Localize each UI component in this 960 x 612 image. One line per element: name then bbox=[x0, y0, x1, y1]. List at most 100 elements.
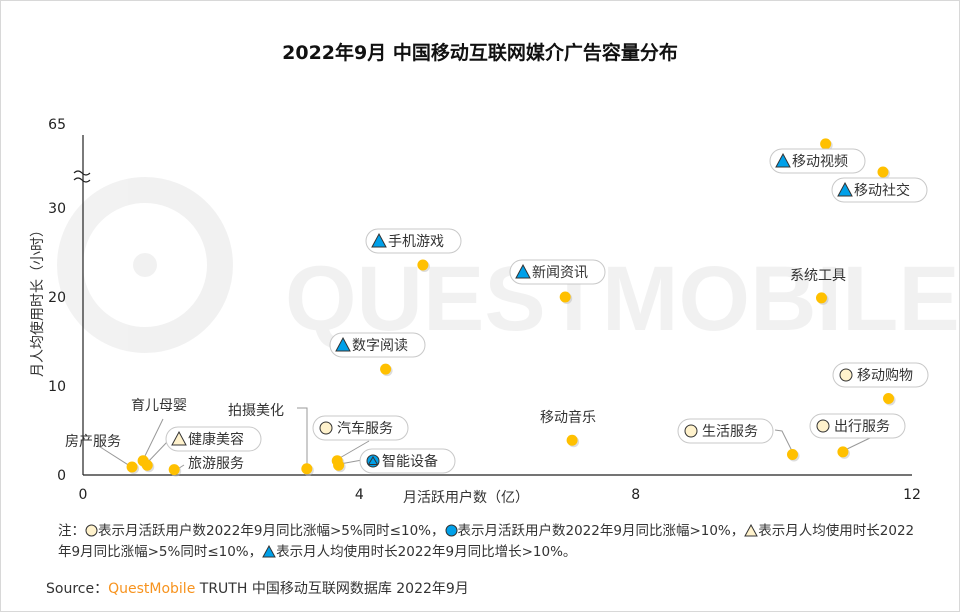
source-line: Source：QuestMobile TRUTH 中国移动互联网数据库 2022… bbox=[46, 578, 469, 598]
data-point bbox=[301, 463, 313, 475]
note-prefix: 注： bbox=[58, 523, 85, 539]
point-label-text: 拍摄美化 bbox=[228, 403, 284, 419]
y-tick-label: 10 bbox=[48, 379, 66, 395]
circle-beige-icon bbox=[839, 368, 853, 382]
label-pill bbox=[832, 362, 929, 388]
point-label: 新闻资讯 bbox=[509, 259, 606, 285]
data-point bbox=[559, 291, 571, 303]
label-pill bbox=[677, 418, 774, 444]
data-point bbox=[816, 292, 828, 304]
leader-line bbox=[142, 418, 164, 461]
point-label-text: 汽车服务 bbox=[337, 420, 393, 437]
point-label-text: 旅游服务 bbox=[188, 456, 244, 472]
label-pill bbox=[831, 177, 928, 203]
circle-beige-icon bbox=[319, 421, 333, 435]
data-point bbox=[883, 392, 895, 404]
point-label-text: 数字阅读 bbox=[352, 337, 408, 354]
leader-line bbox=[146, 440, 169, 464]
point-label: 移动社交 bbox=[831, 177, 928, 203]
data-point bbox=[566, 434, 578, 446]
triangle-beige-icon bbox=[744, 524, 759, 537]
note-triangle-beige: 表示月人均使用时长2022年9月同比涨幅>5%同时≤10%， bbox=[58, 523, 915, 560]
leader-line bbox=[844, 437, 871, 451]
data-point bbox=[380, 363, 392, 375]
triangle-icon bbox=[367, 456, 379, 465]
triangle-blue-icon bbox=[775, 152, 791, 168]
chart-title: 2022年9月 中国移动互联网媒介广告容量分布 bbox=[282, 42, 678, 64]
point-label-text: 移动社交 bbox=[854, 182, 910, 199]
label-pill bbox=[165, 426, 262, 452]
note-circle-blue: 表示月活跃用户数2022年9月同比涨幅>10%， bbox=[457, 523, 745, 539]
triangle-blue-icon bbox=[371, 232, 387, 248]
circle-beige-icon bbox=[816, 419, 830, 433]
source-text: TRUTH 中国移动互联网数据库 2022年9月 bbox=[195, 581, 469, 597]
point-label-text: 育儿母婴 bbox=[131, 398, 187, 414]
y-axis-label: 月人均使用时长（小时） bbox=[29, 223, 46, 377]
legend-note: 注： 表示月活跃用户数2022年9月同比涨幅>5%同时≤10%， 表示月活跃用户数2… bbox=[58, 521, 918, 563]
label-pill bbox=[329, 332, 426, 358]
point-label-text: 移动购物 bbox=[857, 368, 913, 384]
triangle-blue-icon bbox=[515, 263, 531, 279]
point-label: 移动购物 bbox=[832, 362, 929, 388]
leader-line bbox=[774, 429, 794, 454]
circle-beige-icon bbox=[684, 424, 698, 438]
label-pill bbox=[809, 413, 906, 439]
y-tick-label: 20 bbox=[48, 290, 66, 306]
point-label-text: 手机游戏 bbox=[388, 234, 444, 250]
label-pill bbox=[509, 259, 606, 285]
leader-line bbox=[96, 444, 131, 467]
data-point bbox=[168, 464, 180, 476]
point-label: 汽车服务 bbox=[312, 415, 409, 441]
point-label: 房产服务 bbox=[65, 434, 121, 450]
data-point bbox=[126, 461, 138, 473]
point-label-text: 新闻资讯 bbox=[532, 265, 588, 281]
data-point bbox=[786, 449, 798, 461]
y-tick-label: 30 bbox=[48, 201, 66, 217]
note-triangle-blue: 表示月人均使用时长2022年9月同比增长>10%。 bbox=[276, 544, 577, 560]
point-label-text: 生活服务 bbox=[702, 424, 758, 440]
x-tick-label: 0 bbox=[79, 487, 88, 503]
point-label: 拍摄美化 bbox=[228, 403, 284, 419]
leader-line bbox=[297, 407, 308, 468]
y-tick-label: 0 bbox=[57, 468, 66, 484]
source-prefix: Source： bbox=[46, 581, 109, 597]
x-tick-label: 8 bbox=[631, 487, 640, 503]
label-pill bbox=[359, 448, 456, 474]
y-tick-label: 65 bbox=[48, 117, 66, 133]
note-circle-beige: 表示月活跃用户数2022年9月同比涨幅>5%同时≤10%， bbox=[98, 523, 445, 539]
point-label-text: 移动音乐 bbox=[540, 409, 596, 426]
point-label: 生活服务 bbox=[677, 418, 774, 444]
point-label: 出行服务 bbox=[809, 413, 906, 439]
point-label-text: 房产服务 bbox=[65, 434, 121, 450]
label-pill bbox=[365, 228, 462, 254]
point-label: 移动视频 bbox=[769, 148, 866, 174]
label-pill bbox=[769, 148, 866, 174]
point-label: 健康美容 bbox=[165, 426, 262, 452]
triangle-beige-icon bbox=[171, 430, 187, 446]
point-label: 旅游服务 bbox=[188, 456, 244, 472]
point-label: 系统工具 bbox=[790, 268, 846, 284]
x-tick-label: 12 bbox=[903, 487, 921, 503]
axis-break-icon bbox=[73, 170, 91, 183]
point-label-text: 系统工具 bbox=[790, 268, 846, 284]
point-label: 育儿母婴 bbox=[131, 398, 187, 414]
triangle-blue-icon bbox=[335, 336, 351, 352]
point-label-text: 移动视频 bbox=[792, 154, 848, 170]
data-point bbox=[417, 259, 429, 271]
point-label-text: 健康美容 bbox=[188, 431, 244, 448]
circle-blue-icon bbox=[445, 524, 457, 537]
source-brand: QuestMobile bbox=[108, 581, 196, 597]
data-point bbox=[837, 446, 849, 458]
point-label: 移动音乐 bbox=[540, 409, 596, 426]
triangle-blue-icon bbox=[262, 545, 276, 558]
point-label: 手机游戏 bbox=[365, 228, 462, 254]
circle-beige-icon bbox=[85, 524, 98, 537]
data-point bbox=[820, 138, 832, 150]
x-axis-label: 月活跃用户数（亿） bbox=[403, 489, 529, 506]
triangle-blue-icon bbox=[837, 181, 853, 197]
point-label-text: 出行服务 bbox=[834, 419, 890, 435]
point-label-text: 智能设备 bbox=[382, 453, 438, 470]
data-point bbox=[141, 459, 153, 471]
data-point bbox=[333, 459, 345, 471]
